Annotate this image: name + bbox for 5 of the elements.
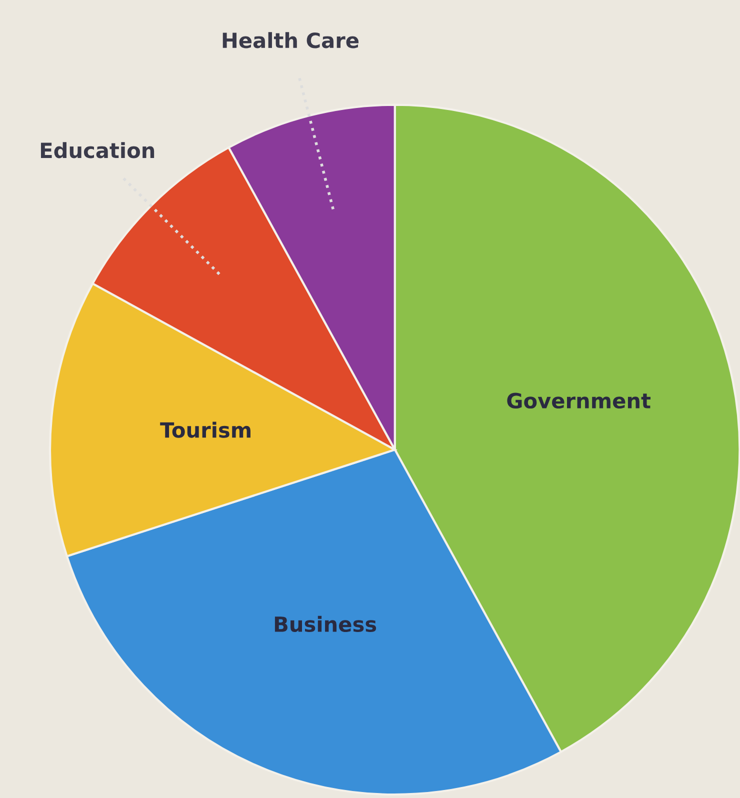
slice-label: Business [274, 616, 376, 632]
slice-label: Education [40, 142, 154, 158]
slice-label: Tourism [160, 422, 250, 438]
slice-label: Health Care [222, 32, 359, 48]
slice-label: Government [507, 392, 651, 409]
